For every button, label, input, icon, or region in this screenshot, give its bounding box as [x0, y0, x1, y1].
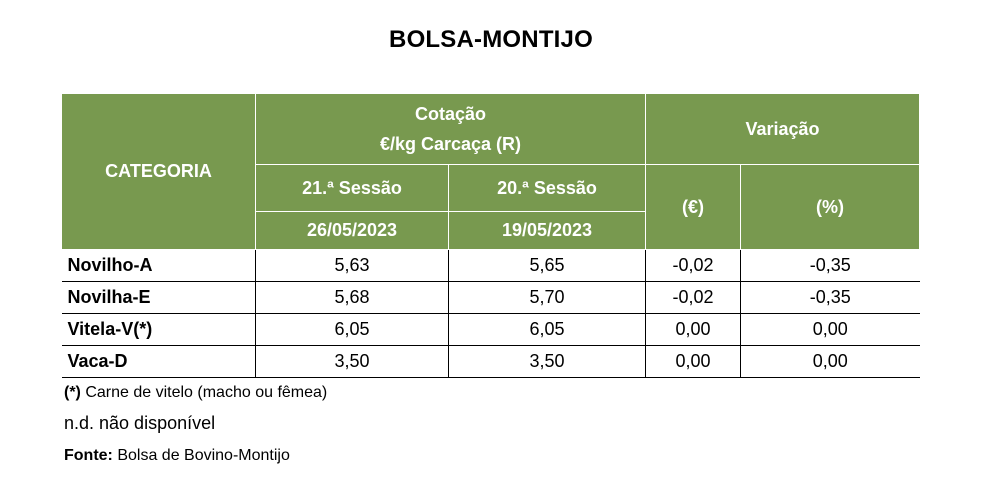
- cell-var-eur: -0,02: [645, 249, 741, 282]
- header-cotacao: Cotação €/kg Carcaça (R): [254, 93, 647, 165]
- cell-var-pct: -0,35: [740, 281, 920, 314]
- note-asterisk-mark: (*): [64, 384, 81, 401]
- cell-current: 3,50: [255, 345, 449, 378]
- note-asterisk: (*) Carne de vitelo (macho ou fêmea): [64, 384, 327, 402]
- cell-categoria: Vaca-D: [61, 345, 256, 378]
- cell-current: 6,05: [255, 313, 449, 346]
- header-session-current: 21.ª Sessão: [255, 164, 449, 212]
- cell-previous: 6,05: [447, 313, 646, 346]
- header-date-current: 26/05/2023: [255, 211, 449, 250]
- header-date-previous: 19/05/2023: [447, 211, 647, 250]
- cell-var-pct: 0,00: [740, 313, 920, 346]
- cell-categoria: Novilha-E: [61, 281, 256, 314]
- note-nd: n.d. não disponível: [64, 413, 216, 433]
- note-source-text: Bolsa de Bovino-Montijo: [112, 447, 290, 464]
- header-var-eur: (€): [645, 164, 742, 250]
- cell-categoria: Vitela-V(*): [61, 313, 256, 346]
- cell-var-eur: 0,00: [645, 313, 741, 346]
- note-source: Fonte: Bolsa de Bovino-Montijo: [64, 447, 290, 465]
- header-cotacao-line2: €/kg Carcaça (R): [379, 134, 522, 154]
- table-row: Novilha-E 5,68 5,70 -0,02 -0,35: [61, 281, 920, 314]
- cell-current: 5,63: [255, 249, 449, 282]
- header-var-pct: (%): [740, 164, 921, 250]
- cell-var-pct: 0,00: [740, 345, 920, 378]
- cell-previous: 3,50: [447, 345, 646, 378]
- table-row: Novilho-A 5,63 5,65 -0,02 -0,35: [61, 249, 920, 282]
- price-table: CATEGORIA Cotação €/kg Carcaça (R) Varia…: [61, 93, 921, 378]
- cell-current: 5,68: [255, 281, 449, 314]
- cell-categoria: Novilho-A: [61, 249, 256, 282]
- page-title: BOLSA-MONTIJO: [389, 26, 593, 53]
- cell-var-pct: -0,35: [740, 249, 920, 282]
- header-categoria: CATEGORIA: [61, 93, 256, 250]
- header-cotacao-line1: Cotação: [415, 104, 487, 124]
- cell-var-eur: -0,02: [645, 281, 741, 314]
- header-variacao: Variação: [645, 93, 921, 165]
- note-source-label: Fonte:: [64, 447, 113, 464]
- cell-previous: 5,65: [447, 249, 646, 282]
- cell-previous: 5,70: [447, 281, 646, 314]
- cell-var-eur: 0,00: [645, 345, 741, 378]
- table-row: Vitela-V(*) 6,05 6,05 0,00 0,00: [61, 313, 920, 346]
- note-asterisk-text: Carne de vitelo (macho ou fêmea): [80, 384, 328, 401]
- table-row: Vaca-D 3,50 3,50 0,00 0,00: [61, 345, 920, 378]
- header-session-previous: 20.ª Sessão: [447, 164, 647, 212]
